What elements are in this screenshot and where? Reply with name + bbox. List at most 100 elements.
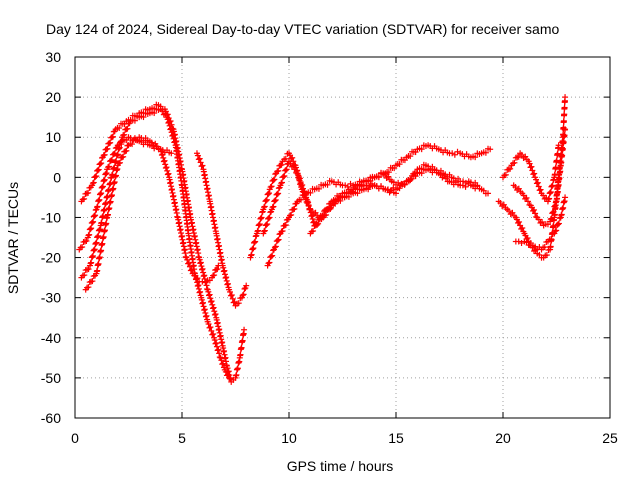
data-point [209, 301, 216, 308]
data-point [101, 227, 108, 234]
data-point [354, 186, 361, 193]
data-point [310, 227, 317, 234]
data-point [365, 178, 372, 185]
data-point [89, 219, 96, 226]
data-point [304, 200, 311, 207]
data-point [497, 200, 504, 207]
data-point [519, 224, 526, 231]
data-point [255, 227, 262, 234]
data-point [275, 190, 282, 197]
data-point [278, 179, 285, 186]
data-point [307, 209, 314, 216]
data-point [524, 235, 531, 242]
data-point [85, 232, 92, 239]
data-point [366, 183, 373, 190]
data-point [533, 180, 540, 187]
data-point [215, 346, 222, 353]
data-point [560, 117, 567, 124]
data-point [91, 212, 98, 219]
y-tick-label: 30 [45, 49, 61, 65]
data-point [230, 299, 237, 306]
data-point [206, 291, 213, 298]
data-point [85, 284, 92, 291]
data-point [282, 221, 289, 228]
data-point [261, 203, 268, 210]
data-point [263, 196, 270, 203]
data-point [535, 216, 542, 223]
data-point [553, 227, 560, 234]
data-point [306, 206, 313, 213]
data-point [261, 204, 268, 211]
data-point [541, 244, 548, 251]
data-point [184, 256, 191, 263]
data-point [282, 155, 289, 162]
data-point [518, 151, 525, 158]
data-point [95, 166, 102, 173]
x-tick-label: 25 [602, 430, 618, 446]
data-point [268, 253, 275, 260]
data-point [548, 215, 555, 222]
data-point [211, 308, 218, 315]
data-point [451, 151, 458, 158]
data-point [296, 175, 303, 182]
data-point [93, 173, 100, 180]
data-point [88, 225, 95, 232]
data-point [289, 154, 296, 161]
data-point [307, 205, 314, 212]
data-point [86, 231, 93, 238]
data-point [396, 161, 403, 168]
data-point [555, 221, 562, 228]
data-point [235, 300, 242, 307]
data-point [270, 203, 277, 210]
data-point [92, 207, 99, 214]
data-point [241, 285, 248, 292]
data-point [266, 259, 273, 266]
data-point [375, 174, 382, 181]
x-tick-label: 5 [178, 430, 186, 446]
data-point [90, 179, 97, 186]
y-tick-label: -30 [41, 290, 61, 306]
x-tick-label: 15 [388, 430, 404, 446]
x-tick-label: 20 [495, 430, 511, 446]
data-point [265, 190, 272, 197]
data-point [225, 368, 232, 375]
data-point [562, 194, 569, 201]
data-point [279, 227, 286, 234]
data-point [264, 191, 271, 198]
data-point [315, 185, 322, 192]
data-point [197, 159, 204, 166]
data-point [239, 292, 246, 299]
data-point [552, 164, 559, 171]
data-point [98, 160, 105, 167]
data-point [515, 238, 522, 245]
data-point [272, 243, 279, 250]
plot-frame [74, 56, 611, 419]
data-point [90, 213, 97, 220]
data-point [160, 154, 167, 161]
data-point [208, 327, 215, 334]
data-point [550, 222, 557, 229]
x-tick-label: 0 [71, 430, 79, 446]
data-point [114, 151, 121, 158]
data-point [211, 272, 218, 279]
data-point [104, 211, 111, 218]
data-point [531, 206, 538, 213]
x-tick-label: 10 [281, 430, 297, 446]
data-point [268, 183, 275, 190]
data-point [94, 203, 101, 210]
data-point [266, 214, 273, 221]
data-point [229, 295, 236, 302]
data-point [104, 145, 111, 152]
data-point [550, 208, 557, 215]
y-tick-label: -40 [41, 330, 61, 346]
data-point [103, 220, 110, 227]
data-point [562, 94, 569, 101]
data-point [533, 176, 540, 183]
data-point [509, 209, 516, 216]
data-point [528, 163, 535, 170]
data-point [534, 179, 541, 186]
data-point [160, 158, 167, 165]
data-point [297, 196, 304, 203]
data-point [548, 236, 555, 242]
data-point [99, 240, 106, 247]
